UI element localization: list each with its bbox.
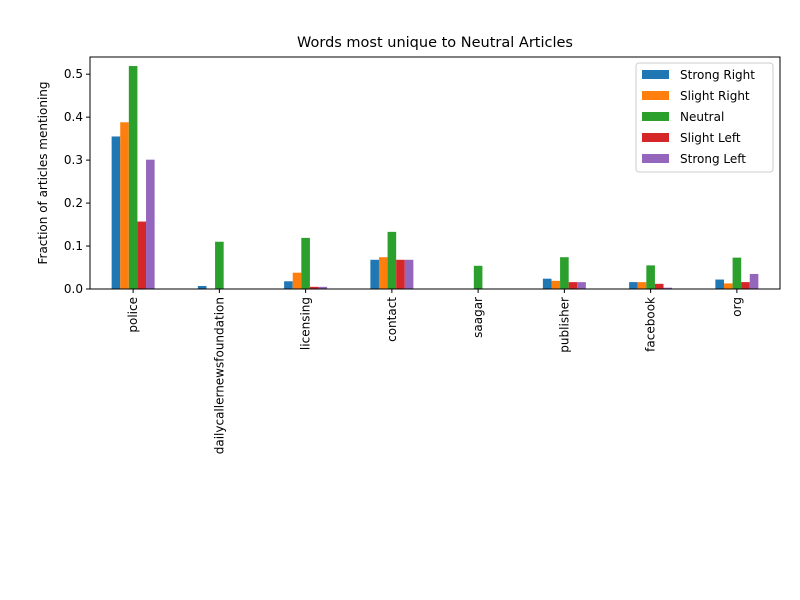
bar-org-strong-left — [749, 273, 759, 289]
bar-contact-strong-right — [370, 259, 379, 289]
bar-police-strong-right — [111, 136, 121, 289]
x-tick-label: licensing — [299, 297, 313, 350]
legend-swatch — [642, 133, 669, 142]
bar-licensing-neutral — [301, 237, 310, 289]
bar-publisher-neutral — [560, 257, 569, 289]
x-tick-label: dailycallernewsfoundation — [212, 297, 226, 454]
y-tick-label: 0.1 — [64, 239, 83, 253]
bars-group — [111, 66, 759, 290]
legend-swatch — [642, 154, 669, 163]
bar-licensing-strong-right — [284, 281, 293, 289]
legend: Strong Right Slight Right Neutral Slight Le… — [635, 62, 774, 173]
chart-title: Words most unique to Neutral Articles — [297, 35, 573, 51]
y-axis: 0.0 0.1 0.2 0.3 0.4 0.5 — [64, 67, 90, 296]
bar-police-neutral — [128, 66, 138, 290]
bar-saagar-neutral — [473, 265, 483, 289]
bar-police-slight-left — [137, 221, 147, 289]
bar-licensing-strong-left — [318, 286, 328, 289]
legend-box — [635, 62, 774, 173]
bar-publisher-slight-right — [551, 280, 561, 289]
bar-contact-slight-left — [396, 259, 405, 289]
legend-swatch — [642, 91, 669, 100]
bar-facebook-slight-right — [637, 282, 647, 289]
y-axis-label: Fraction of articles mentioning — [36, 81, 50, 264]
bar-police-strong-left — [146, 159, 155, 289]
legend-swatch — [642, 112, 669, 121]
bar-org-slight-right — [723, 283, 733, 289]
legend-label: Strong Right — [680, 68, 755, 82]
bar-facebook-slight-left — [654, 283, 664, 289]
y-tick-label: 0.3 — [64, 153, 83, 167]
bar-contact-neutral — [387, 231, 397, 289]
legend-swatch — [642, 70, 669, 79]
bar-org-neutral — [732, 257, 742, 289]
bar-dailycallernewsfoundation-neutral — [215, 241, 224, 289]
x-tick-label: police — [126, 297, 140, 333]
legend-label: Slight Left — [680, 131, 741, 145]
x-tick-label: facebook — [644, 297, 658, 352]
bar-licensing-slight-right — [292, 272, 302, 289]
x-tick-label: saagar — [471, 297, 485, 338]
y-tick-label: 0.4 — [64, 110, 83, 124]
x-tick-label: contact — [385, 297, 399, 342]
x-tick-label: publisher — [557, 297, 571, 353]
bar-facebook-neutral — [646, 265, 655, 289]
legend-label: Slight Right — [680, 89, 750, 103]
bar-contact-strong-left — [404, 259, 414, 289]
bar-dailycallernewsfoundation-strong-right — [197, 285, 207, 289]
bar-facebook-strong-right — [629, 282, 638, 289]
bar-police-slight-right — [120, 122, 129, 289]
legend-label: Strong Left — [680, 152, 746, 166]
bar-contact-slight-right — [378, 257, 388, 289]
x-axis: police dailycallernewsfoundation licensing… — [126, 289, 744, 454]
bar-publisher-strong-right — [542, 278, 552, 289]
y-tick-label: 0.0 — [64, 282, 83, 296]
bar-publisher-slight-left — [568, 282, 578, 289]
bar-publisher-strong-left — [577, 282, 586, 289]
bar-org-strong-right — [715, 279, 724, 289]
y-tick-label: 0.5 — [64, 67, 83, 81]
y-tick-label: 0.2 — [64, 196, 83, 210]
bar-licensing-slight-left — [309, 286, 319, 289]
bar-org-slight-left — [741, 282, 750, 289]
x-tick-label: org — [730, 297, 744, 317]
legend-label: Neutral — [680, 110, 724, 124]
bar-facebook-strong-left — [663, 287, 673, 289]
plot-frame — [89, 56, 781, 290]
